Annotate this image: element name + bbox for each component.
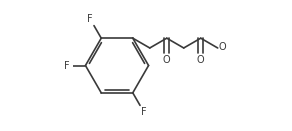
Text: O: O (197, 55, 204, 65)
Text: F: F (87, 14, 93, 24)
Text: O: O (218, 42, 226, 52)
Text: O: O (163, 55, 171, 65)
Text: F: F (141, 107, 147, 117)
Text: F: F (64, 61, 69, 70)
